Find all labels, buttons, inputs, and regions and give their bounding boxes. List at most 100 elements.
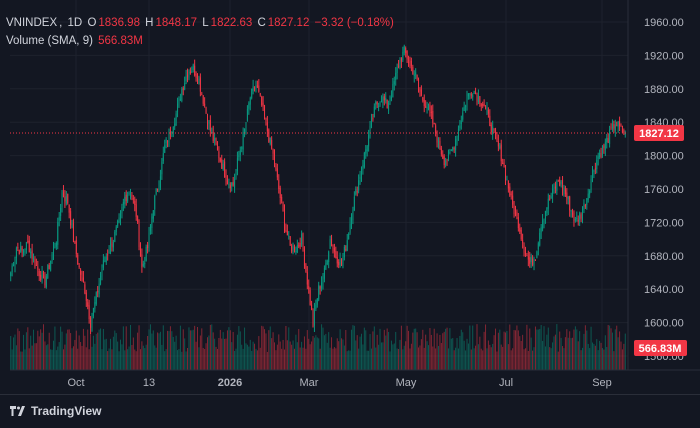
- volume-bar: [11, 349, 13, 370]
- volume-bar: [376, 334, 378, 370]
- volume-bar: [151, 333, 153, 370]
- volume-bar: [398, 348, 400, 370]
- volume-bar: [301, 341, 303, 370]
- candle-body: [17, 246, 19, 249]
- volume-bar: [234, 350, 236, 370]
- candle-body: [479, 96, 481, 104]
- candle-body: [624, 132, 626, 135]
- candle-body: [503, 162, 505, 167]
- candle-body: [583, 202, 585, 211]
- symbol[interactable]: VNINDEX: [6, 17, 58, 29]
- volume-bar: [322, 327, 324, 370]
- volume-bar: [48, 332, 50, 370]
- volume-bar: [167, 330, 169, 370]
- candle-body: [254, 87, 256, 89]
- volume-bar: [70, 333, 72, 370]
- volume-bar: [470, 349, 472, 370]
- high-value: 1848.17: [155, 17, 198, 29]
- candle-body: [229, 185, 231, 189]
- volume-bar: [408, 330, 410, 370]
- candle-body: [100, 275, 102, 285]
- candle-body: [211, 131, 213, 133]
- candle-body: [104, 260, 106, 262]
- volume-bar: [323, 335, 325, 370]
- candle-body: [489, 115, 491, 127]
- volume-bar: [395, 331, 397, 370]
- candle-body: [299, 242, 301, 247]
- volume-label[interactable]: Volume (SMA, 9): [6, 35, 93, 47]
- candle-body: [184, 83, 186, 90]
- volume-bar: [265, 333, 267, 370]
- candle-body: [520, 229, 522, 240]
- candle-body: [365, 149, 367, 154]
- candle-body: [529, 257, 531, 264]
- candle-body: [462, 112, 464, 120]
- volume-bar: [192, 329, 194, 370]
- volume-bar: [432, 346, 434, 370]
- candle-body: [363, 152, 365, 168]
- volume-bar: [246, 344, 248, 370]
- volume-bar: [25, 332, 27, 370]
- volume-bar: [27, 327, 29, 370]
- volume-bar: [181, 351, 183, 370]
- candle-body: [236, 158, 238, 171]
- candle-body: [426, 106, 428, 109]
- interval[interactable]: 1D: [67, 17, 83, 29]
- l-label: L: [202, 17, 209, 29]
- candle-body: [98, 283, 100, 295]
- volume-bar: [205, 343, 207, 370]
- candle-body: [460, 121, 462, 125]
- candle-body: [368, 135, 370, 147]
- volume-bar: [460, 329, 462, 370]
- price-chart[interactable]: 1960.001920.001880.001840.001800.001760.…: [0, 0, 700, 394]
- volume-bar: [311, 341, 313, 370]
- candle-body: [14, 256, 16, 266]
- volume-bar: [261, 325, 263, 370]
- candle-body: [516, 211, 518, 216]
- volume-bar: [572, 337, 574, 370]
- volume-bar: [10, 335, 12, 370]
- candle-body: [145, 246, 147, 262]
- candle-body: [165, 138, 167, 144]
- volume-bar: [422, 329, 424, 370]
- candle-body: [293, 246, 295, 252]
- candle-body: [584, 205, 586, 207]
- candle-body: [167, 141, 169, 143]
- volume-bar: [356, 335, 358, 370]
- candle-body: [194, 65, 196, 76]
- volume-bar: [124, 350, 126, 370]
- candle-body: [212, 132, 214, 141]
- volume-bar: [442, 333, 444, 370]
- candle-body: [550, 196, 552, 199]
- volume-bar: [132, 337, 134, 370]
- volume-bar: [516, 325, 518, 370]
- volume-bar: [159, 331, 161, 370]
- candle-body: [574, 219, 576, 221]
- volume-bar: [621, 349, 623, 370]
- volume-bar: [175, 335, 177, 370]
- volume-bar: [553, 336, 555, 370]
- volume-bar: [241, 344, 243, 370]
- candle-body: [469, 93, 471, 95]
- volume-bar: [110, 338, 112, 370]
- candle-body: [134, 200, 136, 206]
- volume-bar: [532, 350, 534, 370]
- candle-body: [497, 141, 499, 147]
- candle-body: [616, 125, 618, 127]
- candle-body: [409, 60, 411, 64]
- volume-bar: [486, 348, 488, 370]
- candle-body: [313, 309, 315, 326]
- candle-body: [552, 188, 554, 197]
- candle-body: [582, 210, 584, 217]
- volume-bar: [33, 329, 35, 370]
- candle-body: [379, 102, 381, 107]
- candle-body: [604, 141, 606, 150]
- candle-body: [82, 277, 84, 283]
- volume-bar: [155, 347, 157, 370]
- footer: TradingView: [0, 394, 700, 428]
- candle-body: [352, 210, 354, 221]
- candle-body: [576, 218, 578, 220]
- volume-bar: [35, 343, 37, 370]
- tradingview-logo[interactable]: TradingView: [9, 404, 101, 418]
- volume-bar: [51, 349, 53, 370]
